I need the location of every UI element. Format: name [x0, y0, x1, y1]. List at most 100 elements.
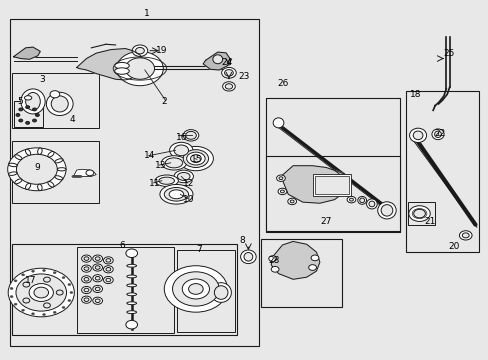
Text: 22: 22 — [433, 129, 445, 138]
Ellipse shape — [359, 198, 364, 203]
Ellipse shape — [38, 184, 42, 190]
Circle shape — [271, 266, 279, 272]
Ellipse shape — [126, 264, 136, 267]
Circle shape — [29, 284, 53, 301]
Circle shape — [132, 45, 147, 57]
Circle shape — [310, 255, 318, 261]
Circle shape — [106, 258, 111, 262]
Circle shape — [280, 190, 284, 193]
Circle shape — [172, 272, 219, 306]
Ellipse shape — [115, 68, 129, 74]
Text: 16: 16 — [176, 132, 187, 141]
Circle shape — [84, 288, 89, 292]
Circle shape — [458, 231, 471, 240]
Ellipse shape — [183, 150, 208, 167]
Circle shape — [32, 270, 34, 272]
Bar — [12, 141, 99, 203]
Text: 14: 14 — [143, 151, 155, 160]
Ellipse shape — [431, 129, 443, 140]
Circle shape — [19, 108, 22, 111]
Bar — [266, 156, 399, 231]
Circle shape — [125, 58, 154, 79]
Circle shape — [349, 198, 353, 201]
Ellipse shape — [48, 152, 54, 157]
Circle shape — [95, 287, 100, 291]
Circle shape — [346, 197, 355, 203]
Ellipse shape — [161, 156, 186, 170]
Circle shape — [53, 311, 56, 314]
Circle shape — [103, 276, 113, 284]
Circle shape — [84, 278, 89, 281]
Text: 24: 24 — [221, 58, 232, 67]
Ellipse shape — [240, 250, 256, 264]
Ellipse shape — [8, 163, 17, 167]
Bar — [177, 249, 234, 332]
Circle shape — [408, 206, 429, 221]
Circle shape — [42, 314, 45, 316]
Circle shape — [106, 278, 111, 282]
Circle shape — [182, 279, 209, 299]
Bar — [315, 176, 348, 194]
Circle shape — [86, 170, 94, 176]
Ellipse shape — [244, 252, 252, 261]
Ellipse shape — [224, 69, 233, 76]
Ellipse shape — [214, 286, 227, 299]
Ellipse shape — [115, 63, 129, 69]
Circle shape — [413, 209, 425, 218]
Circle shape — [8, 268, 74, 317]
Text: 17: 17 — [25, 276, 36, 285]
Polygon shape — [203, 52, 229, 70]
Ellipse shape — [15, 155, 22, 159]
Circle shape — [8, 148, 66, 191]
Circle shape — [34, 287, 48, 298]
Circle shape — [95, 257, 100, 260]
Circle shape — [14, 280, 17, 282]
Bar — [405, 91, 478, 252]
Circle shape — [33, 119, 37, 122]
Circle shape — [43, 303, 50, 308]
Ellipse shape — [165, 158, 183, 168]
Ellipse shape — [160, 184, 193, 204]
Circle shape — [21, 274, 24, 276]
Circle shape — [268, 256, 276, 261]
Text: 13: 13 — [154, 161, 166, 170]
Text: 28: 28 — [268, 256, 280, 265]
Ellipse shape — [25, 183, 31, 189]
Ellipse shape — [183, 130, 199, 141]
Circle shape — [84, 257, 89, 260]
Ellipse shape — [155, 175, 178, 186]
Circle shape — [188, 284, 203, 294]
Ellipse shape — [221, 67, 236, 78]
Circle shape — [289, 200, 293, 203]
Ellipse shape — [368, 201, 374, 207]
Ellipse shape — [126, 284, 136, 287]
Ellipse shape — [212, 55, 222, 64]
Circle shape — [95, 276, 100, 280]
Circle shape — [23, 298, 30, 303]
Ellipse shape — [273, 118, 284, 128]
Ellipse shape — [190, 155, 201, 162]
Text: 25: 25 — [443, 49, 454, 58]
Ellipse shape — [434, 131, 441, 138]
Text: 10: 10 — [183, 195, 194, 204]
Ellipse shape — [185, 131, 196, 139]
Circle shape — [308, 265, 316, 270]
Bar — [12, 244, 237, 336]
Ellipse shape — [25, 149, 31, 155]
Circle shape — [279, 177, 283, 180]
Ellipse shape — [126, 275, 136, 278]
Ellipse shape — [225, 84, 232, 89]
Polygon shape — [14, 47, 40, 59]
Ellipse shape — [24, 96, 32, 100]
Bar — [266, 98, 399, 232]
Text: 18: 18 — [409, 90, 421, 99]
Circle shape — [81, 296, 91, 303]
Text: 1: 1 — [144, 9, 150, 18]
Ellipse shape — [412, 131, 422, 140]
Text: 11: 11 — [148, 179, 160, 188]
Bar — [407, 202, 434, 225]
Text: 23: 23 — [238, 72, 249, 81]
Text: 5: 5 — [18, 97, 23, 106]
Text: 3: 3 — [39, 76, 45, 85]
Bar — [312, 174, 351, 196]
